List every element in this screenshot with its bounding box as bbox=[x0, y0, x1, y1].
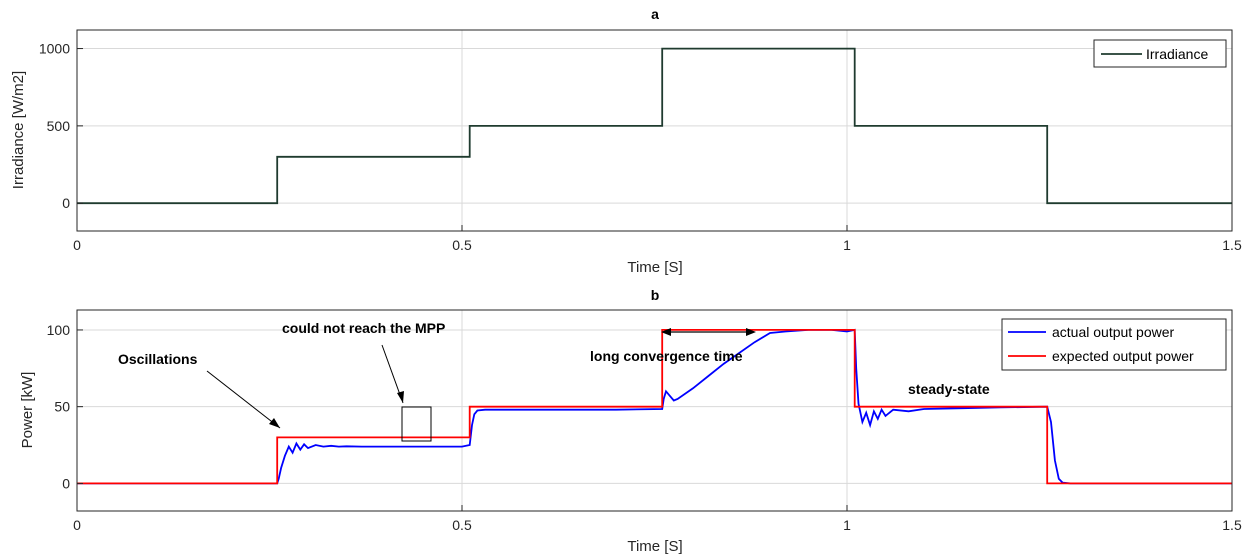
panel-a-axes-box bbox=[76, 29, 1233, 232]
panel-b-y-ticks: 0 50 100 bbox=[47, 322, 83, 491]
y-tick-label: 50 bbox=[54, 399, 70, 415]
annotation-mpp: could not reach the MPP bbox=[282, 320, 445, 336]
annotation-oscillations-arrowhead bbox=[269, 418, 280, 428]
y-tick-label: 1000 bbox=[39, 41, 70, 57]
x-tick-label: 0 bbox=[73, 237, 81, 253]
annotation-steady-state: steady-state bbox=[908, 381, 990, 397]
panel-a-series bbox=[77, 47, 1232, 205]
annotation-oscillations: Oscillations bbox=[118, 351, 198, 367]
panel-b-axes-box bbox=[76, 309, 1233, 512]
panel-b-y-label: Power [kW] bbox=[19, 372, 36, 449]
panel-a-x-label: Time [S] bbox=[627, 259, 682, 276]
annotations: Oscillations could not reach the MPP lon… bbox=[118, 320, 990, 442]
x-tick-label: 1 bbox=[843, 517, 851, 533]
panel-b-series bbox=[77, 328, 1232, 485]
x-tick-label: 1.5 bbox=[1222, 517, 1242, 533]
series-line-expected-output-power bbox=[77, 328, 1232, 485]
panel-b-legend: actual output power expected output powe… bbox=[1001, 318, 1227, 371]
legend-label-expected: expected output power bbox=[1052, 348, 1194, 364]
panel-a: a 0 0.5 1 1.5 0 500 1000 Time [S] Irradiance … bbox=[10, 6, 1242, 276]
series-line-irradiance bbox=[77, 47, 1232, 205]
x-tick-label: 1 bbox=[843, 237, 851, 253]
panel-a-grid bbox=[76, 30, 1233, 231]
panel-b-legend-box bbox=[1001, 318, 1227, 371]
legend-label-actual: actual output power bbox=[1052, 324, 1175, 340]
y-tick-label: 0 bbox=[62, 195, 70, 211]
panel-b-x-ticks: 0 0.5 1 1.5 bbox=[73, 505, 1242, 533]
y-tick-label: 100 bbox=[47, 322, 71, 338]
y-tick-label: 500 bbox=[47, 118, 71, 134]
annotation-convergence-arrowhead-left bbox=[661, 328, 671, 336]
x-tick-label: 0 bbox=[73, 517, 81, 533]
panel-a-y-ticks: 0 500 1000 bbox=[39, 41, 83, 211]
series-line-actual-output-power bbox=[77, 328, 1232, 485]
panel-a-y-label: Irradiance [W/m2] bbox=[10, 71, 27, 189]
legend-label-irradiance: Irradiance bbox=[1146, 46, 1208, 62]
panel-b: b 0 0.5 1 1.5 0 50 100 Time [S] Power [kW] Os… bbox=[19, 287, 1242, 555]
annotation-convergence-arrowhead-right bbox=[746, 328, 756, 336]
annotation-convergence: long convergence time bbox=[590, 348, 743, 364]
x-tick-label: 0.5 bbox=[452, 517, 472, 533]
panel-a-legend: Irradiance bbox=[1093, 39, 1227, 68]
y-tick-label: 0 bbox=[62, 475, 70, 491]
annotation-mpp-box bbox=[401, 406, 432, 442]
annotation-mpp-arrowhead bbox=[397, 391, 404, 403]
panel-b-x-label: Time [S] bbox=[627, 538, 682, 555]
panel-b-title: b bbox=[651, 287, 660, 303]
panel-a-x-ticks: 0 0.5 1 1.5 bbox=[73, 225, 1242, 253]
x-tick-label: 0.5 bbox=[452, 237, 472, 253]
x-tick-label: 1.5 bbox=[1222, 237, 1242, 253]
annotation-oscillations-arrow bbox=[206, 370, 281, 429]
panel-a-title: a bbox=[651, 6, 659, 22]
